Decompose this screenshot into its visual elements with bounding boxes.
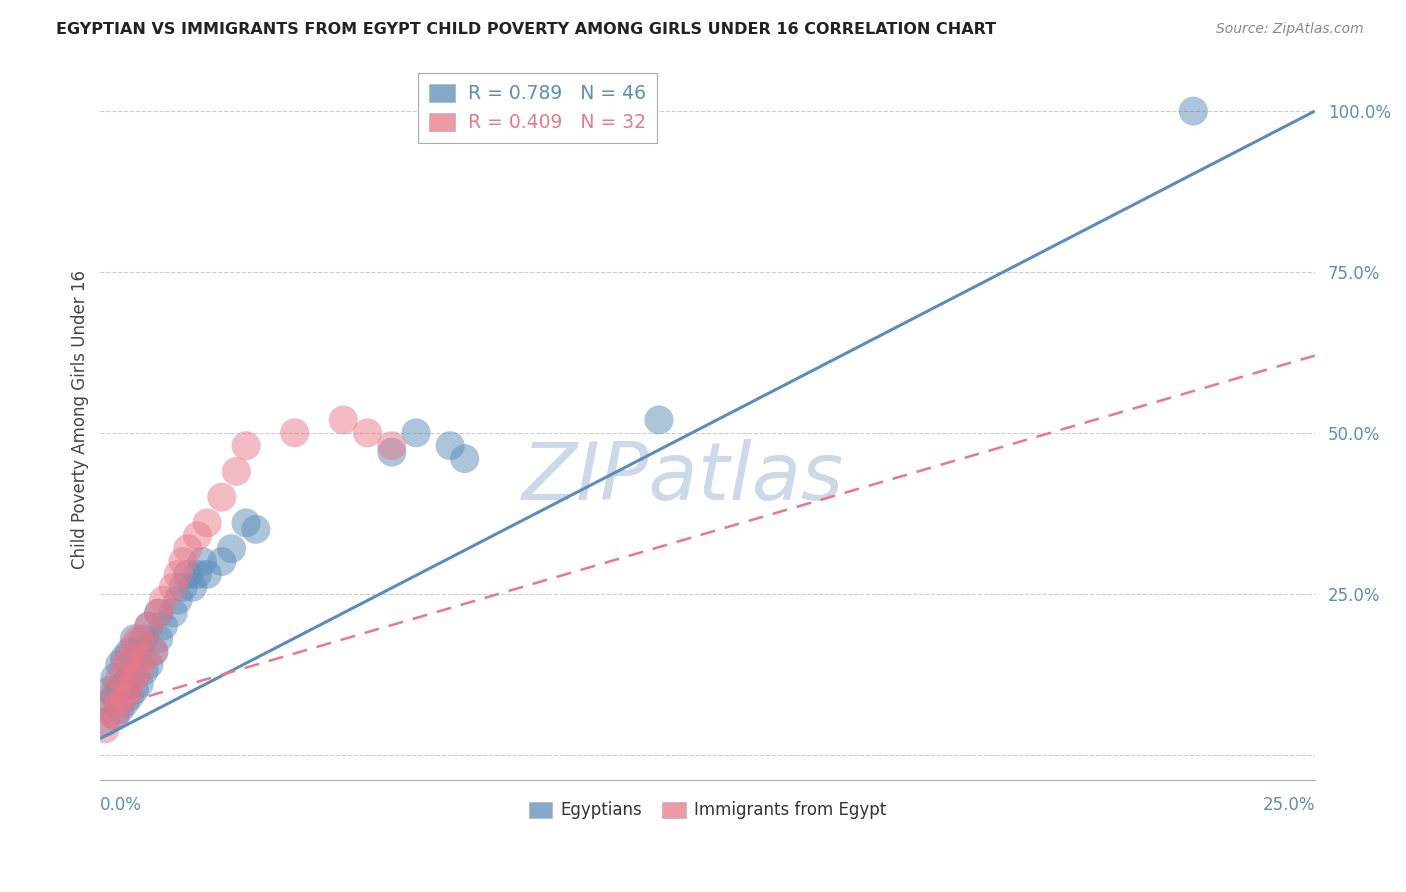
Ellipse shape	[120, 663, 149, 692]
Ellipse shape	[129, 657, 159, 685]
Ellipse shape	[222, 457, 250, 486]
Ellipse shape	[183, 560, 212, 589]
Ellipse shape	[96, 676, 125, 705]
Ellipse shape	[105, 663, 135, 692]
Ellipse shape	[139, 637, 169, 666]
Ellipse shape	[125, 669, 153, 698]
Ellipse shape	[149, 611, 179, 640]
Ellipse shape	[644, 406, 673, 434]
Ellipse shape	[115, 682, 143, 711]
Ellipse shape	[115, 643, 143, 673]
Ellipse shape	[105, 689, 135, 717]
Ellipse shape	[179, 573, 207, 602]
Ellipse shape	[105, 650, 135, 679]
Ellipse shape	[159, 573, 188, 602]
Ellipse shape	[110, 669, 139, 698]
Ellipse shape	[402, 418, 430, 447]
Ellipse shape	[143, 624, 173, 653]
Ellipse shape	[100, 701, 129, 731]
Text: Source: ZipAtlas.com: Source: ZipAtlas.com	[1216, 22, 1364, 37]
Text: 25.0%: 25.0%	[1263, 797, 1315, 814]
Ellipse shape	[159, 599, 188, 627]
Ellipse shape	[105, 676, 135, 705]
Ellipse shape	[207, 547, 236, 576]
Ellipse shape	[173, 560, 202, 589]
Ellipse shape	[125, 637, 153, 666]
Ellipse shape	[139, 637, 169, 666]
Ellipse shape	[329, 406, 357, 434]
Ellipse shape	[193, 508, 222, 537]
Ellipse shape	[217, 534, 246, 563]
Ellipse shape	[120, 631, 149, 660]
Ellipse shape	[353, 418, 382, 447]
Ellipse shape	[163, 586, 193, 615]
Text: EGYPTIAN VS IMMIGRANTS FROM EGYPT CHILD POVERTY AMONG GIRLS UNDER 16 CORRELATION: EGYPTIAN VS IMMIGRANTS FROM EGYPT CHILD …	[56, 22, 997, 37]
Ellipse shape	[100, 701, 129, 731]
Ellipse shape	[149, 586, 179, 615]
Ellipse shape	[193, 560, 222, 589]
Text: 0.0%: 0.0%	[100, 797, 142, 814]
Ellipse shape	[96, 689, 125, 717]
Ellipse shape	[232, 431, 260, 460]
Ellipse shape	[110, 643, 139, 673]
Ellipse shape	[110, 650, 139, 679]
Ellipse shape	[188, 547, 217, 576]
Ellipse shape	[143, 599, 173, 627]
Ellipse shape	[280, 418, 309, 447]
Ellipse shape	[242, 515, 270, 544]
Ellipse shape	[169, 547, 197, 576]
Ellipse shape	[110, 682, 139, 711]
Ellipse shape	[115, 637, 143, 666]
Ellipse shape	[100, 663, 129, 692]
Legend: Egyptians, Immigrants from Egypt: Egyptians, Immigrants from Egypt	[522, 795, 893, 826]
Ellipse shape	[377, 431, 406, 460]
Ellipse shape	[436, 431, 465, 460]
Ellipse shape	[125, 624, 153, 653]
Ellipse shape	[450, 444, 479, 473]
Ellipse shape	[110, 689, 139, 717]
Ellipse shape	[129, 643, 159, 673]
Ellipse shape	[173, 534, 202, 563]
Ellipse shape	[377, 438, 406, 467]
Ellipse shape	[120, 624, 149, 653]
Ellipse shape	[1178, 96, 1208, 126]
Ellipse shape	[207, 483, 236, 512]
Ellipse shape	[100, 682, 129, 711]
Ellipse shape	[169, 573, 197, 602]
Ellipse shape	[125, 657, 153, 685]
Ellipse shape	[105, 695, 135, 724]
Ellipse shape	[183, 521, 212, 550]
Y-axis label: Child Poverty Among Girls Under 16: Child Poverty Among Girls Under 16	[72, 270, 89, 569]
Ellipse shape	[163, 560, 193, 589]
Ellipse shape	[115, 676, 143, 705]
Ellipse shape	[120, 676, 149, 705]
Text: ZIPatlas: ZIPatlas	[522, 439, 845, 516]
Ellipse shape	[135, 611, 163, 640]
Ellipse shape	[100, 676, 129, 705]
Ellipse shape	[129, 624, 159, 653]
Ellipse shape	[90, 708, 120, 737]
Ellipse shape	[143, 599, 173, 627]
Ellipse shape	[90, 714, 120, 743]
Ellipse shape	[96, 695, 125, 724]
Ellipse shape	[135, 611, 163, 640]
Ellipse shape	[135, 650, 163, 679]
Ellipse shape	[232, 508, 260, 537]
Ellipse shape	[115, 663, 143, 692]
Ellipse shape	[120, 650, 149, 679]
